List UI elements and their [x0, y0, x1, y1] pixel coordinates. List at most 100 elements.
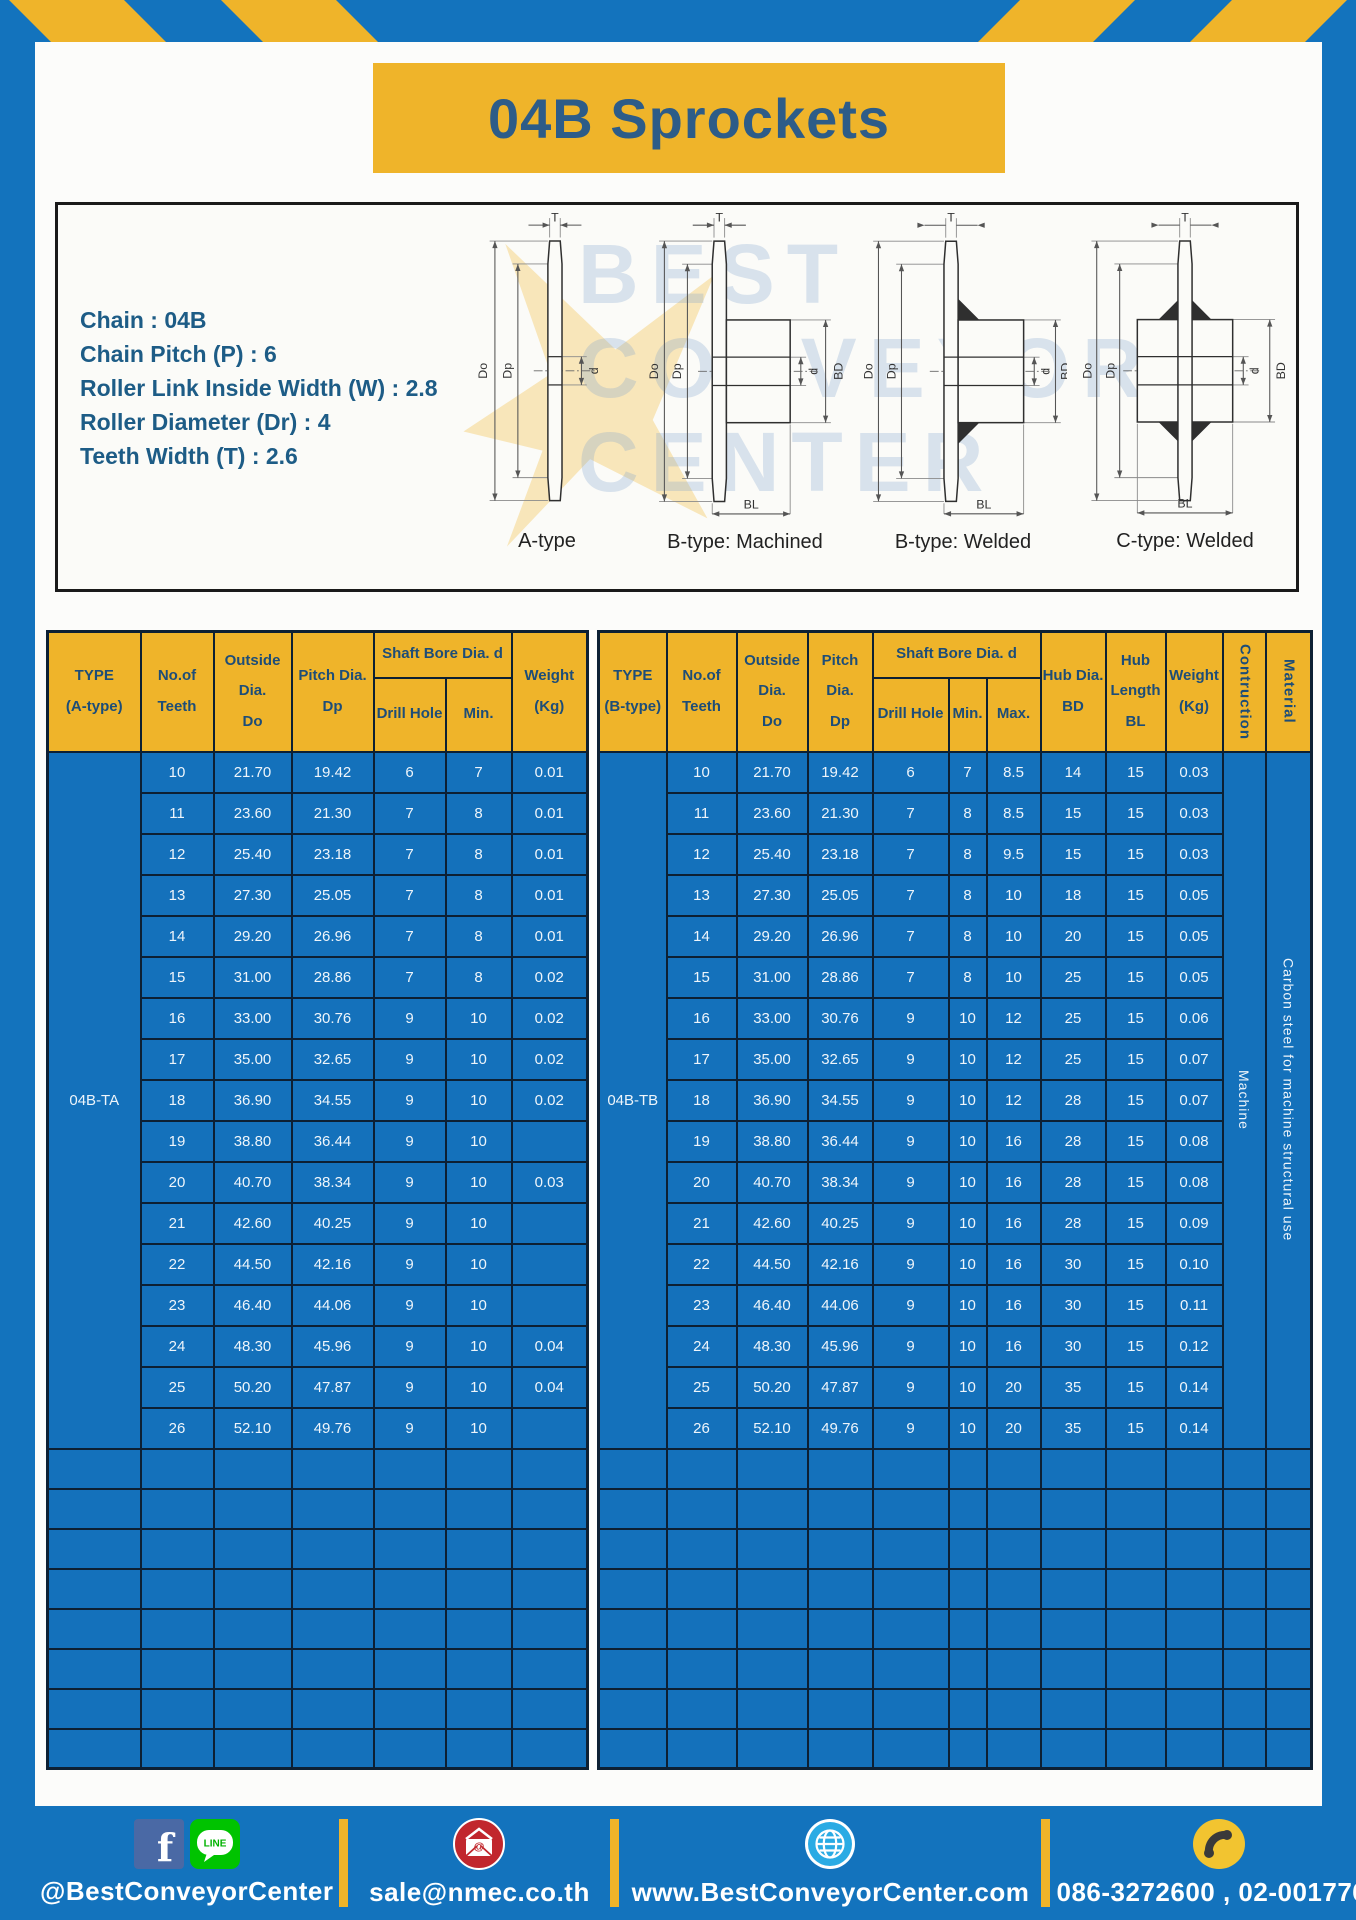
data-cell	[510, 1201, 589, 1245]
globe-icon[interactable]	[804, 1818, 856, 1875]
data-cell: 10	[444, 996, 513, 1040]
data-cell: 26	[139, 1406, 215, 1450]
footer-email[interactable]: sale@nmec.co.th	[369, 1877, 590, 1907]
empty-cell	[871, 1527, 950, 1570]
empty-cell	[985, 1487, 1042, 1530]
phone-icon[interactable]	[1192, 1818, 1246, 1875]
svg-text:LINE: LINE	[203, 1839, 226, 1850]
data-cell: 28.86	[290, 955, 375, 999]
data-cell: 9	[871, 1037, 950, 1081]
data-cell: 0.09	[1164, 1201, 1224, 1245]
col-header-hub-dia: Hub Dia. BD	[1039, 630, 1107, 753]
empty-cell	[806, 1607, 874, 1650]
data-cell: 8	[947, 873, 988, 917]
table-row: 22 44.50 42.16 9 10 16 30 15 0.10	[599, 1242, 1312, 1286]
data-cell: 9	[871, 1160, 950, 1204]
data-cell: 7	[372, 791, 447, 835]
data-cell: 0.03	[510, 1160, 589, 1204]
data-cell: 34.55	[290, 1078, 375, 1122]
svg-text:Dp: Dp	[670, 363, 684, 379]
data-cell: 15	[1104, 1160, 1167, 1204]
empty-cell	[1264, 1447, 1313, 1490]
data-cell: 22	[139, 1242, 215, 1286]
data-cell: 28	[1039, 1201, 1107, 1245]
empty-cell	[46, 1647, 142, 1690]
empty-cell	[947, 1687, 988, 1730]
empty-cell	[1221, 1487, 1267, 1530]
data-cell: 15	[1104, 996, 1167, 1040]
top-decorative-bar	[0, 0, 1356, 42]
empty-cell	[1104, 1567, 1167, 1610]
data-cell: 19.42	[290, 750, 375, 794]
footer-phone-numbers[interactable]: 086-3272600 , 02-0017766	[1056, 1877, 1356, 1907]
data-cell: 10	[444, 1201, 513, 1245]
data-cell: 0.05	[1164, 914, 1224, 958]
data-cell: 38.80	[212, 1119, 293, 1163]
data-cell: 46.40	[212, 1283, 293, 1327]
data-cell: 29.20	[735, 914, 809, 958]
facebook-icon[interactable]: f	[133, 1819, 184, 1874]
data-cell: 9	[871, 1242, 950, 1286]
data-cell: 10	[985, 955, 1042, 999]
data-cell: 7	[871, 914, 950, 958]
data-cell: 15	[1104, 873, 1167, 917]
figure-caption: C-type: Welded	[1116, 530, 1254, 552]
svg-text:BL: BL	[1177, 497, 1192, 511]
data-cell: 15	[1104, 1119, 1167, 1163]
svg-text:Do: Do	[476, 363, 490, 379]
footer-website[interactable]: www.BestConveyorCenter.com	[631, 1877, 1030, 1907]
empty-cell	[510, 1607, 589, 1650]
data-cell: 7	[947, 750, 988, 794]
col-header-weight: Weight (Kg)	[1164, 630, 1224, 753]
empty-cell	[510, 1687, 589, 1730]
data-cell: 15	[1104, 832, 1167, 876]
data-cell: 40.70	[735, 1160, 809, 1204]
svg-text:Dp: Dp	[884, 363, 898, 379]
data-cell: 9	[372, 1037, 447, 1081]
empty-cell	[597, 1527, 668, 1570]
data-cell: 8	[444, 873, 513, 917]
empty-cell	[510, 1527, 589, 1570]
col-header-max: Max.	[985, 676, 1042, 753]
data-cell: 6	[372, 750, 447, 794]
empty-cell	[806, 1447, 874, 1490]
data-cell: 50.20	[212, 1365, 293, 1409]
data-cell: 12	[985, 996, 1042, 1040]
mail-icon[interactable]: @	[453, 1818, 506, 1875]
empty-cell	[1221, 1527, 1267, 1570]
empty-cell	[139, 1647, 215, 1690]
col-header-material: Material	[1264, 630, 1313, 753]
empty-cell	[871, 1727, 950, 1770]
table-row: 04B-TB 10 21.70 19.42 6 7 8.5 14 15 0.03 Machine Ca…	[597, 750, 1313, 1450]
figure-caption: B-type: Machined	[667, 531, 823, 553]
chain-spec-list: Chain : 04B Chain Pitch (P) : 6 Roller L…	[80, 303, 438, 473]
data-cell: 15	[1039, 832, 1107, 876]
empty-cell	[806, 1687, 874, 1730]
data-cell: 10	[444, 1365, 513, 1409]
data-cell: 10	[947, 1365, 988, 1409]
data-cell: 30.76	[290, 996, 375, 1040]
empty-cell	[372, 1727, 447, 1770]
data-cell: 0.10	[1164, 1242, 1224, 1286]
svg-text:Do: Do	[647, 363, 661, 379]
empty-cell	[1221, 1567, 1267, 1610]
table-row: 21 42.60 40.25 9 10	[48, 1201, 589, 1245]
empty-cell	[290, 1607, 375, 1650]
hazard-stripe	[978, 0, 1135, 42]
svg-text:Dp: Dp	[1103, 363, 1117, 379]
empty-cell	[1221, 1607, 1267, 1650]
footer-phone-section: 086-3272600 , 02-0017766	[1056, 1818, 1356, 1908]
data-cell: 23	[665, 1283, 738, 1327]
line-icon[interactable]: LINE	[189, 1819, 240, 1874]
empty-cell	[212, 1687, 293, 1730]
data-cell: 9	[372, 1365, 447, 1409]
data-cell: 24	[665, 1324, 738, 1368]
data-cell	[510, 1242, 589, 1286]
data-cell: 11	[665, 791, 738, 835]
data-cell: 42.16	[290, 1242, 375, 1286]
empty-row	[46, 1487, 589, 1530]
col-header-outside-dia: Outside Dia. Do	[735, 630, 809, 753]
data-cell: 0.01	[510, 791, 589, 835]
data-cell: 9	[871, 1283, 950, 1327]
footer-social-handle[interactable]: @BestConveyorCenter	[40, 1876, 334, 1906]
